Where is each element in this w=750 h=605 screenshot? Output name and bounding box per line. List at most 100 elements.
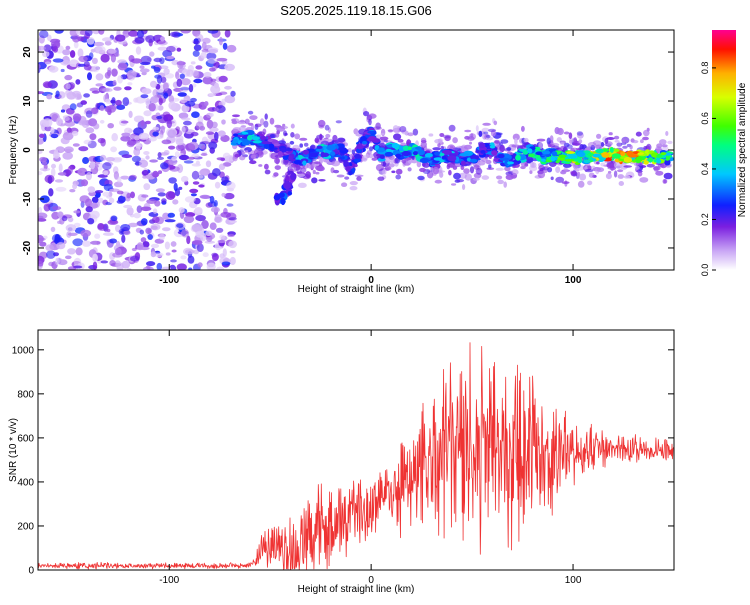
spectrogram-noise-cell [214,131,219,141]
spectrogram-halo-cell [617,174,624,179]
spectrogram-halo-cell [613,170,618,178]
spectrogram-noise-cell [86,172,92,181]
spectrogram-noise-cell [208,141,218,150]
spectrogram-noise-cell [66,127,72,133]
spectrogram-ridge-cell [541,150,551,155]
spectrogram-noise-cell [116,104,126,110]
spectrogram-ylabel: Frequency (Hz) [8,116,19,185]
spectrogram-ridge-cell [660,152,667,156]
spectrogram-noise-cell [160,36,165,42]
spectrogram-ridge-cell [252,140,262,144]
spectrogram-noise-cell [108,197,115,204]
spectrogram-ridge-cell [343,160,349,166]
spectrogram-halo-cell [330,167,335,174]
spectrogram-halo-cell [316,166,325,172]
spectrogram-halo-cell [549,135,554,143]
spectrogram-noise-cell [193,70,200,79]
spectrogram-noise-cell [57,259,68,266]
spectrogram-noise-cell [52,45,59,53]
spectrogram-halo-cell [622,138,626,144]
spectrogram-noise-cell [94,190,104,194]
spectrogram-halo-cell [443,134,452,139]
spectrogram-ridge-cell [345,165,351,172]
spectrogram-noise-cell [161,139,172,145]
spectrogram-halo-cell [456,179,465,183]
spectrogram-side-cell [287,191,293,196]
spectrogram-noise-cell [126,206,134,216]
spectrogram-noise-cell [171,249,177,253]
spectrogram-halo-cell [294,133,301,140]
spectrogram-noise-cell [43,44,52,52]
spectrogram-noise-cell [142,267,148,270]
spectrogram-noise-cell [162,227,171,232]
spectrogram-halo-cell [419,167,426,173]
spectrogram-noise-cell [111,133,118,142]
spectrogram-halo-cell [439,171,444,178]
spectrogram-halo-cell [434,179,442,184]
spectrogram-noise-cell [188,84,194,93]
spectrogram-noise-cell [60,137,70,145]
spectrogram-ridge-cell [261,141,269,145]
spectrogram-noise-cell [211,252,218,257]
spectrogram-noise-cell [157,40,168,46]
spectrogram-ridge-cell [527,148,533,154]
x-tick-label: 100 [565,275,582,286]
spectrogram-ridge-cell [627,154,638,158]
x-tick-label: 100 [565,575,582,586]
spectrogram-noise-cell [218,163,226,171]
spectrogram-noise-cell [148,136,157,142]
spectrogram-halo-cell [312,169,316,175]
colorbar-tick-label: 0.8 [700,62,710,75]
spectrogram-noise-cell [39,251,48,259]
spectrogram-noise-cell [64,74,73,81]
spectrogram-noise-cell [123,230,131,236]
spectrogram-noise-cell [122,30,130,38]
spectrogram-noise-cell [165,191,176,200]
spectrogram-halo-cell [560,142,565,146]
spectrogram-ridge-cell [656,154,663,158]
spectrogram-noise-cell [202,76,213,85]
spectrogram-halo-cell [299,143,304,148]
spectrogram-noise-cell [177,60,184,69]
spectrogram-noise-cell [72,238,84,247]
spectrogram-ridge-cell [497,153,505,159]
spectrogram-noise-cell [141,194,149,198]
spectrogram-halo-cell [521,125,525,132]
spectrogram-noise-cell [102,191,110,197]
spectrogram-noise-cell [185,249,195,255]
spectrogram-noise-cell [115,240,121,248]
spectrogram-noise-cell [191,153,200,159]
spectrogram-ridge-cell [385,148,392,153]
spectrogram-noise-cell [109,238,117,244]
spectrogram-ridge-cell [232,139,238,144]
spectrogram-halo-cell [452,137,458,144]
spectrogram-noise-cell [180,30,192,34]
spectrogram-ridge-cell [288,155,293,161]
spectrogram-halo-cell [401,159,407,164]
spectrogram-noise-cell [160,125,165,134]
spectrogram-noise-cell [126,70,137,79]
spectrogram-noise-cell [170,241,177,247]
spectrogram-ridge-cell [293,160,302,165]
spectrogram-halo-cell [264,163,269,170]
spectrogram-halo-cell [568,132,573,139]
spectrogram-halo-cell [289,140,295,145]
spectrogram-noise-cell [72,113,82,122]
spectrogram-halo-cell [503,181,508,188]
spectrogram-noise-cell [60,109,66,113]
spectrogram-halo-cell [375,122,381,130]
spectrogram-halo-cell [333,169,340,174]
spectrogram-noise-cell [229,256,236,266]
spectrogram-halo-cell [399,126,407,133]
spectrogram-noise-cell [165,252,171,256]
spectrogram-noise-cell [194,207,203,214]
spectrogram-halo-cell [397,138,404,143]
spectrogram-halo-cell [523,137,529,143]
spectrogram-noise-cell [191,111,200,118]
spectrogram-noise-cell [180,98,188,104]
spectrogram-halo-cell [639,177,649,183]
spectrogram-noise-cell [109,188,120,193]
spectrogram-halo-cell [643,129,650,137]
spectrogram-noise-cell [209,113,214,117]
